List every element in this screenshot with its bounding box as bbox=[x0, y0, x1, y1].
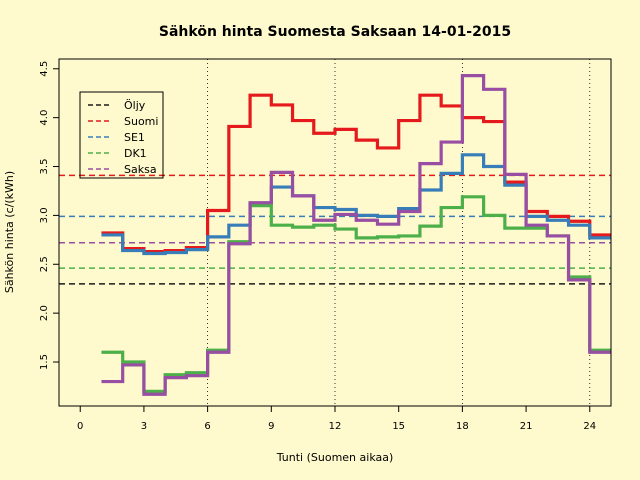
y-tick-label: 1.5 bbox=[39, 354, 50, 370]
x-tick-label: 24 bbox=[583, 421, 596, 432]
legend-label: Öljy bbox=[124, 99, 146, 112]
legend: Öljy Suomi SE1 DK1 Saksa bbox=[79, 91, 164, 179]
y-tick-label: 4.5 bbox=[39, 61, 50, 77]
y-tick-label: 3.5 bbox=[39, 159, 50, 175]
chart-title: Sähkön hinta Suomesta Saksaan 14-01-2015 bbox=[159, 24, 511, 40]
x-tick-label: 0 bbox=[77, 421, 83, 432]
x-tick-label: 18 bbox=[456, 421, 469, 432]
series-line bbox=[101, 74, 611, 396]
x-tick-label: 12 bbox=[329, 421, 342, 432]
legend-label: DK1 bbox=[124, 147, 147, 160]
x-tick-label: 21 bbox=[520, 421, 533, 432]
x-tick-label: 15 bbox=[392, 421, 405, 432]
x-tick-label: 3 bbox=[141, 421, 147, 432]
legend-label: Saksa bbox=[124, 163, 157, 176]
y-tick-label: 4.0 bbox=[39, 110, 50, 126]
plot-area bbox=[59, 59, 611, 406]
legend-label: SE1 bbox=[124, 131, 145, 144]
y-tick-label: 2.0 bbox=[39, 305, 50, 321]
x-axis-label: Tunti (Suomen aikaa) bbox=[276, 451, 394, 464]
x-tick-label: 9 bbox=[268, 421, 274, 432]
series-line bbox=[101, 195, 611, 393]
legend-label: Suomi bbox=[124, 115, 158, 128]
y-tick-label: 2.5 bbox=[39, 256, 50, 272]
x-tick-label: 6 bbox=[204, 421, 210, 432]
y-tick-label: 3.0 bbox=[39, 207, 50, 223]
legend-box bbox=[79, 91, 164, 179]
y-axis-label: Sähkön hinta (c/(kWh) bbox=[3, 171, 16, 293]
